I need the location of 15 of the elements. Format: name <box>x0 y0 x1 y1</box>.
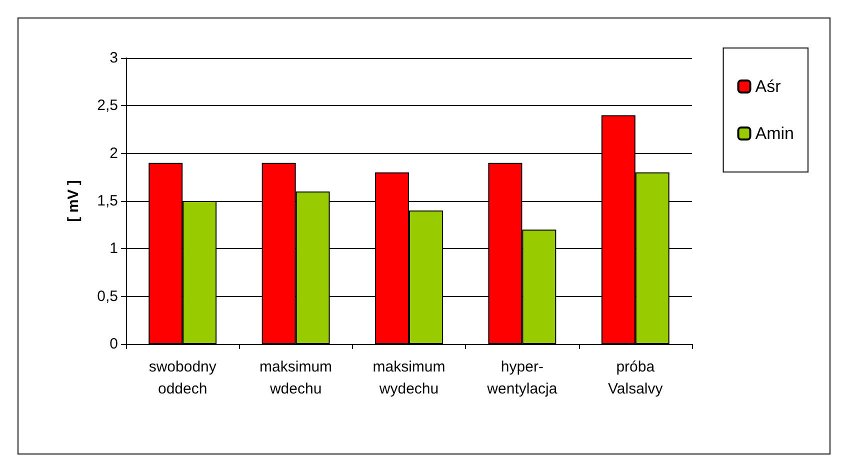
y-tick-label: 2,5 <box>97 97 118 114</box>
y-tick-label: 0 <box>110 336 118 352</box>
x-tick-label: swobodny oddech <box>148 358 217 398</box>
x-tick-label: maksimum wdechu <box>260 358 332 398</box>
x-tick-label: próba Valsalvy <box>608 358 664 398</box>
x-tick-label: hyper- wentylacja <box>486 358 558 398</box>
y-axis-title: [ mV ] <box>65 180 82 222</box>
y-tick-label: 3 <box>110 50 118 66</box>
legend-label: Aśr <box>755 77 782 96</box>
y-tick-label: 0,5 <box>97 288 118 305</box>
legend-label: Amin <box>755 124 794 143</box>
x-tick-label: maksimum wydechu <box>372 358 446 398</box>
y-tick-label: 1 <box>110 240 118 258</box>
y-tick-label: 2 <box>110 144 118 162</box>
y-tick-label: 1,5 <box>97 192 118 210</box>
